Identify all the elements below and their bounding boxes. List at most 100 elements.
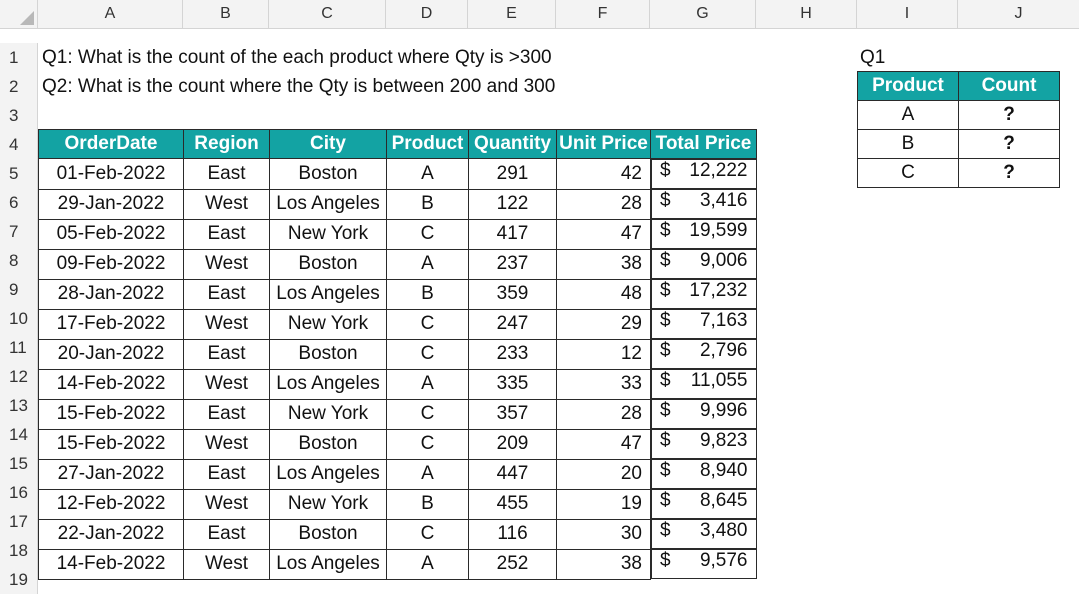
product-cell[interactable]: A [386, 368, 469, 400]
product-cell[interactable]: C [386, 308, 469, 340]
quantity-cell[interactable]: 447 [468, 458, 557, 490]
order-date-cell[interactable]: 14-Feb-2022 [38, 368, 184, 400]
region-cell[interactable]: West [183, 548, 270, 580]
order-date-cell[interactable]: 05-Feb-2022 [38, 218, 184, 250]
total-price-cell[interactable]: $9,006 [651, 249, 757, 279]
column-header-b[interactable]: B [183, 0, 269, 28]
region-cell[interactable]: East [183, 278, 270, 310]
product-cell[interactable]: C [386, 428, 469, 460]
order-date-cell[interactable]: 09-Feb-2022 [38, 248, 184, 280]
region-cell[interactable]: West [183, 188, 270, 220]
total-price-cell[interactable]: $19,599 [651, 219, 757, 249]
row-header[interactable]: 16 [0, 478, 38, 507]
column-header-g[interactable]: G [650, 0, 756, 28]
city-cell[interactable]: Los Angeles [269, 278, 387, 310]
q1-header-product[interactable]: Product [857, 71, 959, 101]
order-date-cell[interactable]: 20-Jan-2022 [38, 338, 184, 370]
city-cell[interactable]: New York [269, 488, 387, 520]
city-cell[interactable]: Boston [269, 158, 387, 190]
total-price-cell[interactable]: $8,645 [651, 489, 757, 519]
unit-price-cell[interactable]: 47 [556, 218, 651, 250]
row-header[interactable]: 1 [0, 43, 38, 72]
order-date-cell[interactable]: 29-Jan-2022 [38, 188, 184, 220]
unit-price-cell[interactable]: 19 [556, 488, 651, 520]
total-price-cell[interactable]: $9,576 [651, 549, 757, 579]
total-price-cell[interactable]: $9,823 [651, 429, 757, 459]
column-header-e[interactable]: E [468, 0, 556, 28]
row-header[interactable]: 10 [0, 304, 38, 333]
row-header[interactable]: 14 [0, 420, 38, 449]
unit-price-cell[interactable]: 28 [556, 398, 651, 430]
row-header[interactable]: 3 [0, 101, 38, 130]
order-date-cell[interactable]: 12-Feb-2022 [38, 488, 184, 520]
unit-price-cell[interactable]: 12 [556, 338, 651, 370]
city-cell[interactable]: Boston [269, 518, 387, 550]
column-header-j[interactable]: J [1014, 5, 1023, 22]
unit-price-cell[interactable]: 42 [556, 158, 651, 190]
city-cell[interactable]: Los Angeles [269, 548, 387, 580]
header-unit-price[interactable]: Unit Price [556, 129, 651, 159]
row-header[interactable]: 12 [0, 362, 38, 391]
region-cell[interactable]: West [183, 308, 270, 340]
city-cell[interactable]: Boston [269, 248, 387, 280]
region-cell[interactable]: West [183, 248, 270, 280]
quantity-cell[interactable]: 252 [468, 548, 557, 580]
product-cell[interactable]: B [386, 278, 469, 310]
row-header[interactable]: 2 [0, 72, 38, 101]
column-header-d[interactable]: D [386, 0, 468, 28]
order-date-cell[interactable]: 14-Feb-2022 [38, 548, 184, 580]
row-header[interactable]: 18 [0, 536, 38, 565]
city-cell[interactable]: Los Angeles [269, 368, 387, 400]
order-date-cell[interactable]: 22-Jan-2022 [38, 518, 184, 550]
city-cell[interactable]: New York [269, 218, 387, 250]
unit-price-cell[interactable]: 20 [556, 458, 651, 490]
quantity-cell[interactable]: 247 [468, 308, 557, 340]
city-cell[interactable]: New York [269, 398, 387, 430]
product-cell[interactable]: A [386, 158, 469, 190]
q1-count-cell[interactable]: ? [958, 158, 1060, 188]
side-table-label[interactable]: Q1 [860, 47, 886, 68]
column-header-f[interactable]: F [556, 0, 650, 28]
q1-product-cell[interactable]: C [857, 158, 959, 188]
row-header[interactable]: 15 [0, 449, 38, 478]
row-header[interactable]: 19 [0, 565, 38, 594]
unit-price-cell[interactable]: 33 [556, 368, 651, 400]
column-header-c[interactable]: C [269, 0, 386, 28]
header-region[interactable]: Region [183, 129, 270, 159]
total-price-cell[interactable]: $3,480 [651, 519, 757, 549]
unit-price-cell[interactable]: 47 [556, 428, 651, 460]
row-header[interactable]: 7 [0, 217, 38, 246]
q1-product-cell[interactable]: B [857, 129, 959, 159]
order-date-cell[interactable]: 28-Jan-2022 [38, 278, 184, 310]
unit-price-cell[interactable]: 38 [556, 548, 651, 580]
unit-price-cell[interactable]: 29 [556, 308, 651, 340]
product-cell[interactable]: C [386, 518, 469, 550]
q1-header-count[interactable]: Count [958, 71, 1060, 101]
quantity-cell[interactable]: 116 [468, 518, 557, 550]
quantity-cell[interactable]: 209 [468, 428, 557, 460]
quantity-cell[interactable]: 455 [468, 488, 557, 520]
row-header[interactable]: 17 [0, 507, 38, 536]
q1-count-cell[interactable]: ? [958, 129, 1060, 159]
region-cell[interactable]: East [183, 158, 270, 190]
column-header-h[interactable]: H [756, 0, 857, 28]
quantity-cell[interactable]: 237 [468, 248, 557, 280]
question-2-cell[interactable]: Q2: What is the count where the Qty is b… [42, 76, 556, 97]
column-header-i[interactable]: I [857, 0, 958, 28]
header-order-date[interactable]: OrderDate [38, 129, 184, 159]
header-total-price[interactable]: Total Price [650, 129, 757, 159]
row-header[interactable]: 13 [0, 391, 38, 420]
quantity-cell[interactable]: 359 [468, 278, 557, 310]
total-price-cell[interactable]: $7,163 [651, 309, 757, 339]
region-cell[interactable]: East [183, 218, 270, 250]
city-cell[interactable]: Los Angeles [269, 458, 387, 490]
total-price-cell[interactable]: $3,416 [651, 189, 757, 219]
product-cell[interactable]: A [386, 458, 469, 490]
total-price-cell[interactable]: $12,222 [651, 159, 757, 189]
quantity-cell[interactable]: 233 [468, 338, 557, 370]
quantity-cell[interactable]: 122 [468, 188, 557, 220]
question-1-cell[interactable]: Q1: What is the count of the each produc… [42, 47, 552, 68]
city-cell[interactable]: Boston [269, 338, 387, 370]
select-all-corner[interactable] [0, 0, 38, 28]
unit-price-cell[interactable]: 28 [556, 188, 651, 220]
